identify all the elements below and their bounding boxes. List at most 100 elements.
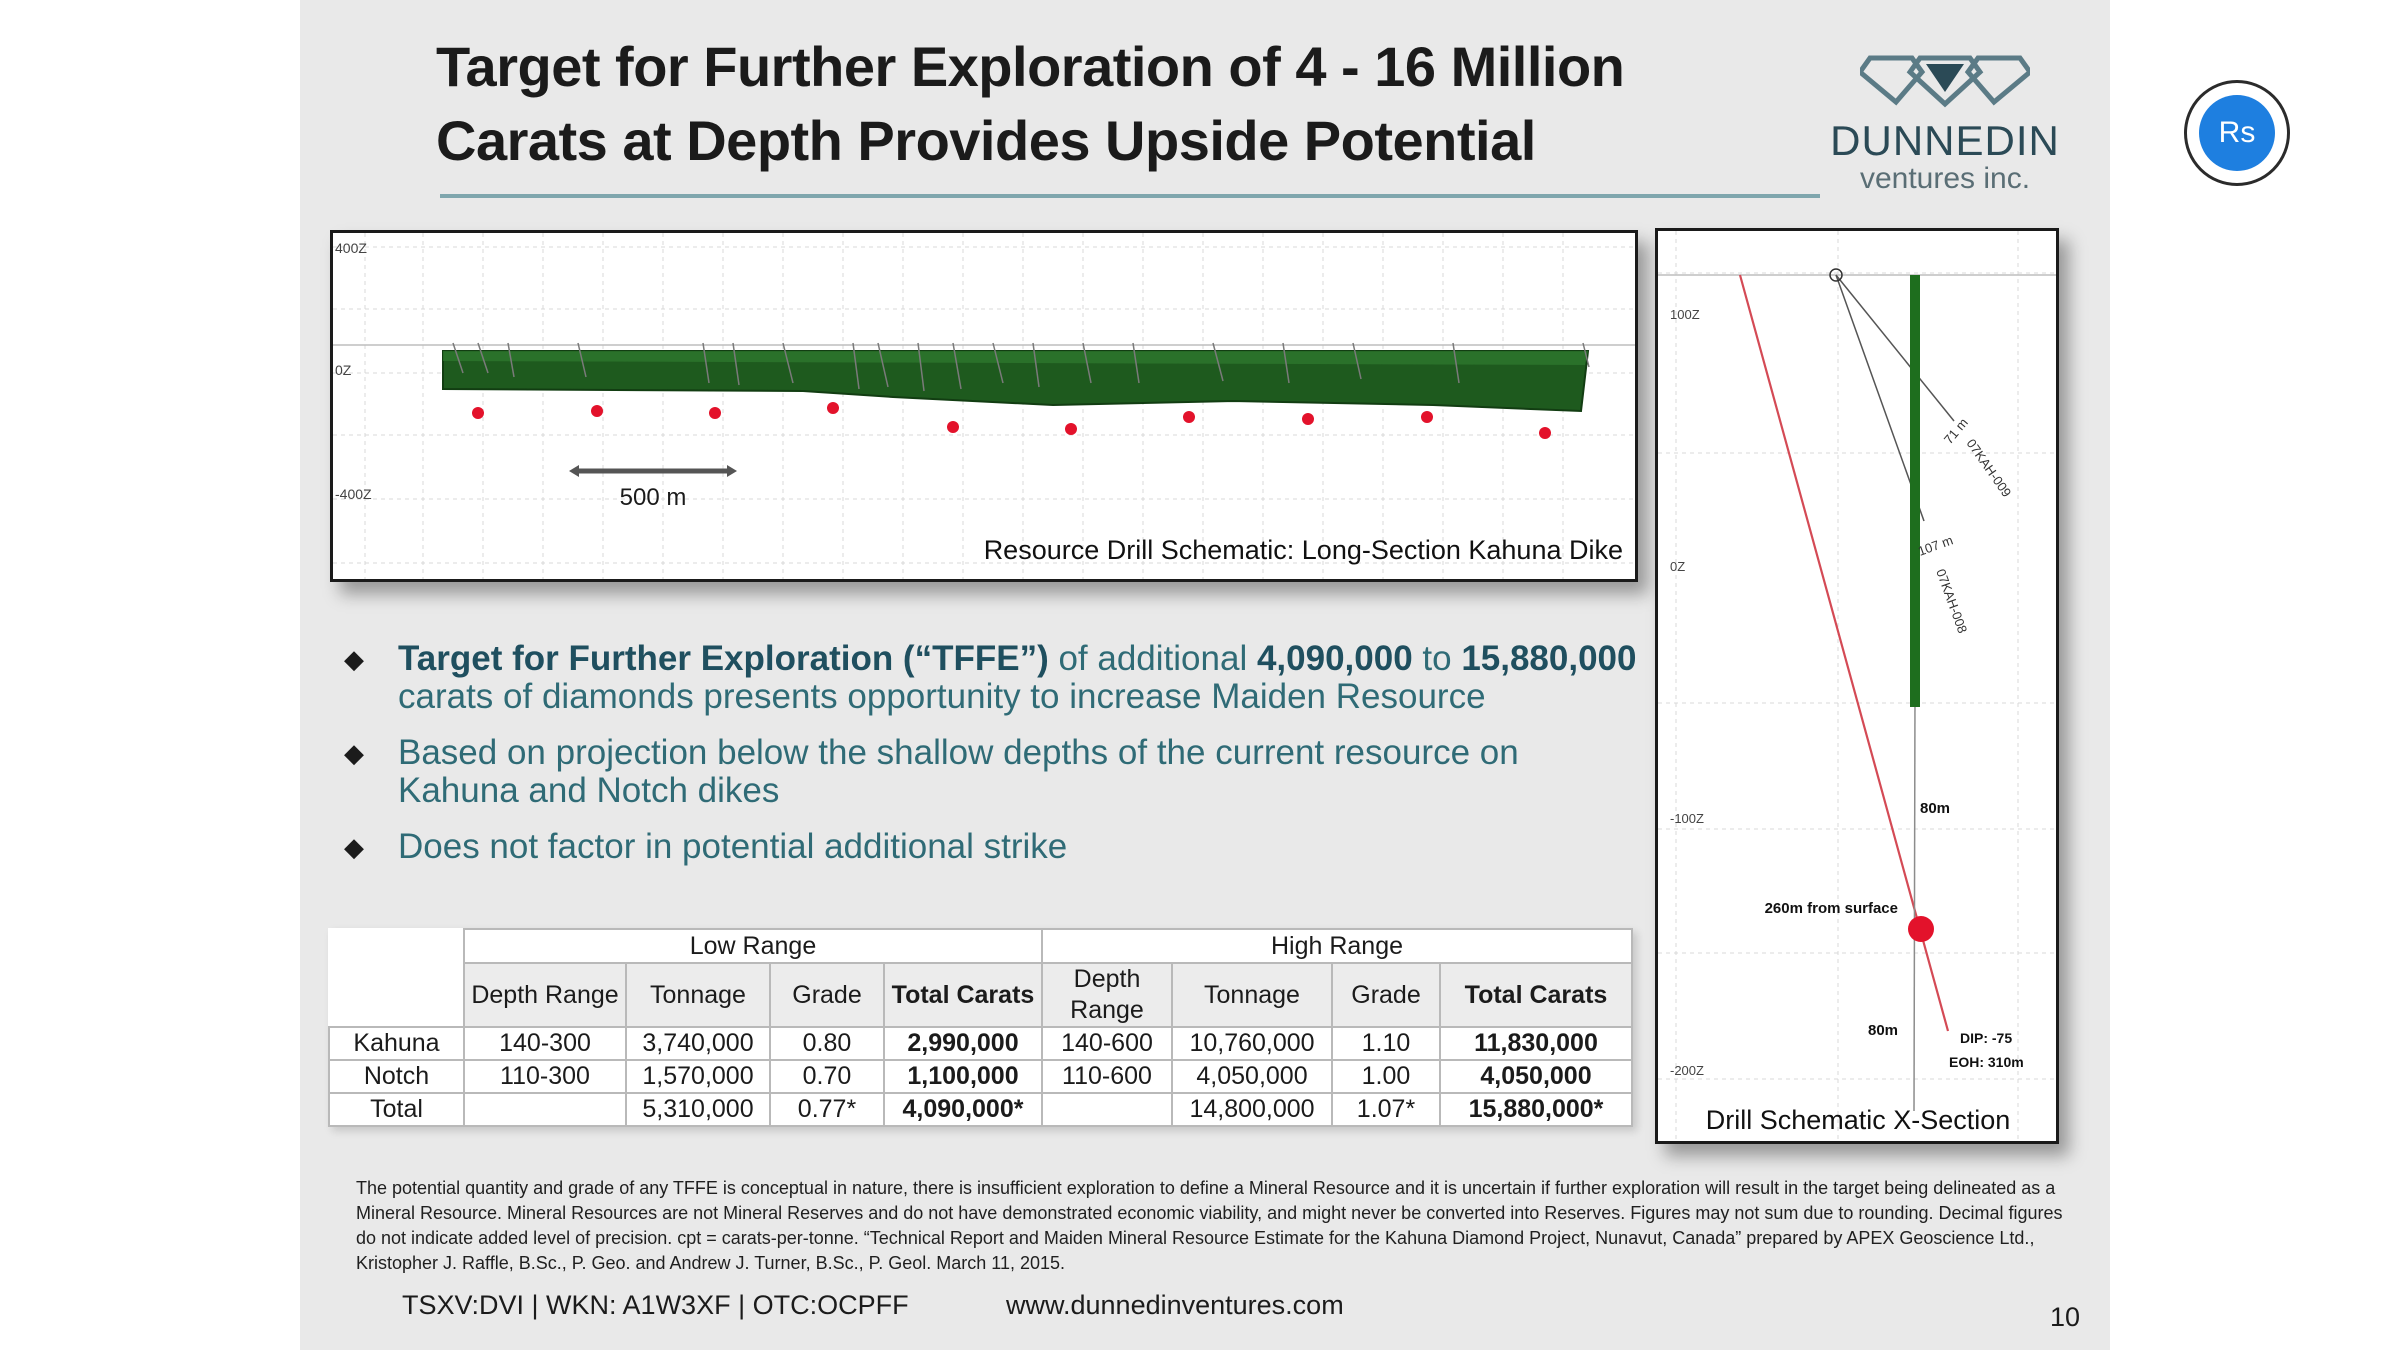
table-cell: 1,570,000 bbox=[625, 1059, 771, 1094]
bullet-item-1: ◆ Target for Further Exploration (“TFFE”… bbox=[340, 640, 1640, 716]
table-cell: 0.70 bbox=[769, 1059, 885, 1094]
drill-hole-1 bbox=[1835, 274, 1955, 422]
scale-bar bbox=[569, 465, 737, 477]
scale-label: 500 m bbox=[620, 484, 687, 511]
surface-depth-label: 260m from surface bbox=[1765, 900, 1898, 917]
row-label: Total bbox=[328, 1092, 465, 1127]
sample-points bbox=[472, 402, 1551, 439]
bullet-item-2: ◆ Based on projection below the shallow … bbox=[340, 734, 1640, 810]
table-cell: 110-300 bbox=[463, 1059, 627, 1094]
table-row: Kahuna 140-300 3,740,000 0.80 2,990,000 … bbox=[328, 1026, 1633, 1061]
col-header: Grade bbox=[769, 962, 885, 1028]
xsection-grid bbox=[1658, 231, 2056, 1141]
bullet-3-text: Does not factor in potential additional … bbox=[398, 827, 1068, 866]
elev-label-bottom: -400Z bbox=[335, 486, 372, 502]
col-header: Tonnage bbox=[625, 962, 771, 1028]
bullet-item-3: ◆ Does not factor in potential additiona… bbox=[340, 828, 1640, 866]
table-cell: 140-300 bbox=[463, 1026, 627, 1061]
table-cell: 1,100,000 bbox=[883, 1059, 1043, 1094]
long-section-drawing: 500 m 400Z 0Z -400Z Resource Drill Schem… bbox=[333, 233, 1635, 579]
diamond-bullet-icon: ◆ bbox=[344, 738, 364, 768]
table-cell: 4,090,000* bbox=[883, 1092, 1043, 1127]
kahuna-dike-body bbox=[442, 350, 1590, 413]
low-range-header: Low Range bbox=[463, 928, 1043, 964]
hole2-label: 07KAH-008 bbox=[1933, 567, 1970, 635]
projection-line bbox=[1738, 274, 1950, 1032]
upper-interval-label: 80m bbox=[1920, 800, 1950, 817]
col-header: Depth Range bbox=[463, 962, 627, 1028]
logo-wordmark: DUNNEDIN bbox=[1830, 117, 2060, 164]
drill-hole-2 bbox=[1835, 274, 1925, 522]
x-elev-minus100: -100Z bbox=[1670, 811, 1704, 826]
table-cell: 5,310,000 bbox=[625, 1092, 771, 1127]
diamond-bullet-icon: ◆ bbox=[344, 832, 364, 862]
x-elev-0: 0Z bbox=[1670, 559, 1685, 574]
ticker-symbols: TSXV:DVI | WKN: A1W3XF | OTC:OCPFF bbox=[402, 1290, 909, 1320]
bullet-1-highlight: Target for Further Exploration (“TFFE”) bbox=[398, 639, 1049, 678]
table-cell: 0.77* bbox=[769, 1092, 885, 1127]
dike-intercept bbox=[1910, 275, 1920, 707]
xsection-caption: Drill Schematic X-Section bbox=[1706, 1105, 2011, 1135]
bullet-1-text-c: carats of diamonds presents opportunity … bbox=[398, 677, 1486, 716]
disclaimer-text: The potential quantity and grade of any … bbox=[356, 1178, 2063, 1273]
table-cell: 0.80 bbox=[769, 1026, 885, 1061]
hole2-depth: 107 m bbox=[1916, 532, 1955, 558]
table-cell: 11,830,000 bbox=[1439, 1026, 1633, 1061]
target-point bbox=[1908, 916, 1934, 942]
logo-subtitle: ventures inc. bbox=[1859, 162, 2031, 195]
bullet-1-low-value: 4,090,000 bbox=[1256, 639, 1413, 678]
col-header: Grade bbox=[1331, 962, 1441, 1028]
x-elev-100: 100Z bbox=[1670, 307, 1700, 322]
table-cell bbox=[1041, 1092, 1173, 1127]
table-cell: 3,740,000 bbox=[625, 1026, 771, 1061]
tffe-table: Low Range High Range Depth Range Tonnage… bbox=[328, 928, 1633, 1127]
lower-interval-label: 80m bbox=[1868, 1022, 1898, 1039]
table-cell: 1.07* bbox=[1331, 1092, 1441, 1127]
table-cell: 140-600 bbox=[1041, 1026, 1173, 1061]
bullet-1-text-a: of additional bbox=[1048, 639, 1257, 678]
col-header: Tonnage bbox=[1171, 962, 1333, 1028]
presentation-slide: Target for Further Exploration of 4 - 16… bbox=[300, 0, 2110, 1350]
title-line-2: Carats at Depth Provides Upside Potentia… bbox=[436, 109, 1536, 172]
table-row: Notch 110-300 1,570,000 0.70 1,100,000 1… bbox=[328, 1059, 1633, 1094]
company-logo: DUNNEDIN ventures inc. bbox=[1830, 52, 2060, 195]
xsection-figure: 100Z 0Z -100Z -200Z 71 m 07KAH-009 107 m… bbox=[1655, 228, 2059, 1144]
table-cell: 14,800,000 bbox=[1171, 1092, 1333, 1127]
table-group-header: Low Range High Range bbox=[329, 928, 1633, 1028]
table-cell: 110-600 bbox=[1041, 1059, 1173, 1094]
page-number: 10 bbox=[2050, 1302, 2081, 1332]
table-cell: 15,880,000* bbox=[1439, 1092, 1633, 1127]
xsection-drawing: 100Z 0Z -100Z -200Z 71 m 07KAH-009 107 m… bbox=[1658, 231, 2056, 1141]
dip-label: DIP: -75 bbox=[1960, 1030, 2012, 1046]
elev-label-mid: 0Z bbox=[335, 362, 352, 378]
title-divider bbox=[440, 194, 1820, 198]
website-link[interactable]: www.dunnedinventures.com bbox=[1006, 1290, 1344, 1320]
bullet-1-high-value: 15,880,000 bbox=[1461, 639, 1637, 678]
bullet-2-text: Based on projection below the shallow de… bbox=[398, 733, 1519, 810]
hole1-label: 07KAH-009 bbox=[1964, 436, 2015, 500]
rs-floating-button[interactable]: Rs bbox=[2184, 80, 2290, 186]
col-header: Depth Range bbox=[1041, 962, 1173, 1028]
table-cell bbox=[463, 1092, 627, 1127]
table-cell: 4,050,000 bbox=[1439, 1059, 1633, 1094]
diamond-bullet-icon: ◆ bbox=[344, 644, 364, 674]
x-elev-minus200: -200Z bbox=[1670, 1063, 1704, 1078]
table-row: Total 5,310,000 0.77* 4,090,000* 14,800,… bbox=[328, 1092, 1633, 1127]
diamond-logo-icon bbox=[1856, 55, 2034, 108]
table-column-headers: Depth Range Tonnage Grade Total Carats D… bbox=[329, 962, 1633, 1028]
long-section-figure: 500 m 400Z 0Z -400Z Resource Drill Schem… bbox=[330, 230, 1638, 582]
eoh-label: EOH: 310m bbox=[1949, 1054, 2024, 1070]
elev-label-top: 400Z bbox=[335, 240, 367, 256]
table-cell: 10,760,000 bbox=[1171, 1026, 1333, 1061]
collar-icon bbox=[1829, 268, 1843, 282]
row-label: Kahuna bbox=[328, 1026, 465, 1061]
table-cell: 4,050,000 bbox=[1171, 1059, 1333, 1094]
title-line-1: Target for Further Exploration of 4 - 16… bbox=[436, 35, 1625, 98]
col-header: Total Carats bbox=[1439, 962, 1633, 1028]
drill-traces bbox=[452, 342, 1590, 392]
bullet-list: ◆ Target for Further Exploration (“TFFE”… bbox=[340, 640, 1640, 884]
table-corner bbox=[329, 929, 465, 1028]
slide-title: Target for Further Exploration of 4 - 16… bbox=[436, 30, 1636, 178]
bullet-1-text-b: to bbox=[1412, 639, 1462, 678]
long-section-caption: Resource Drill Schematic: Long-Section K… bbox=[984, 535, 1623, 565]
